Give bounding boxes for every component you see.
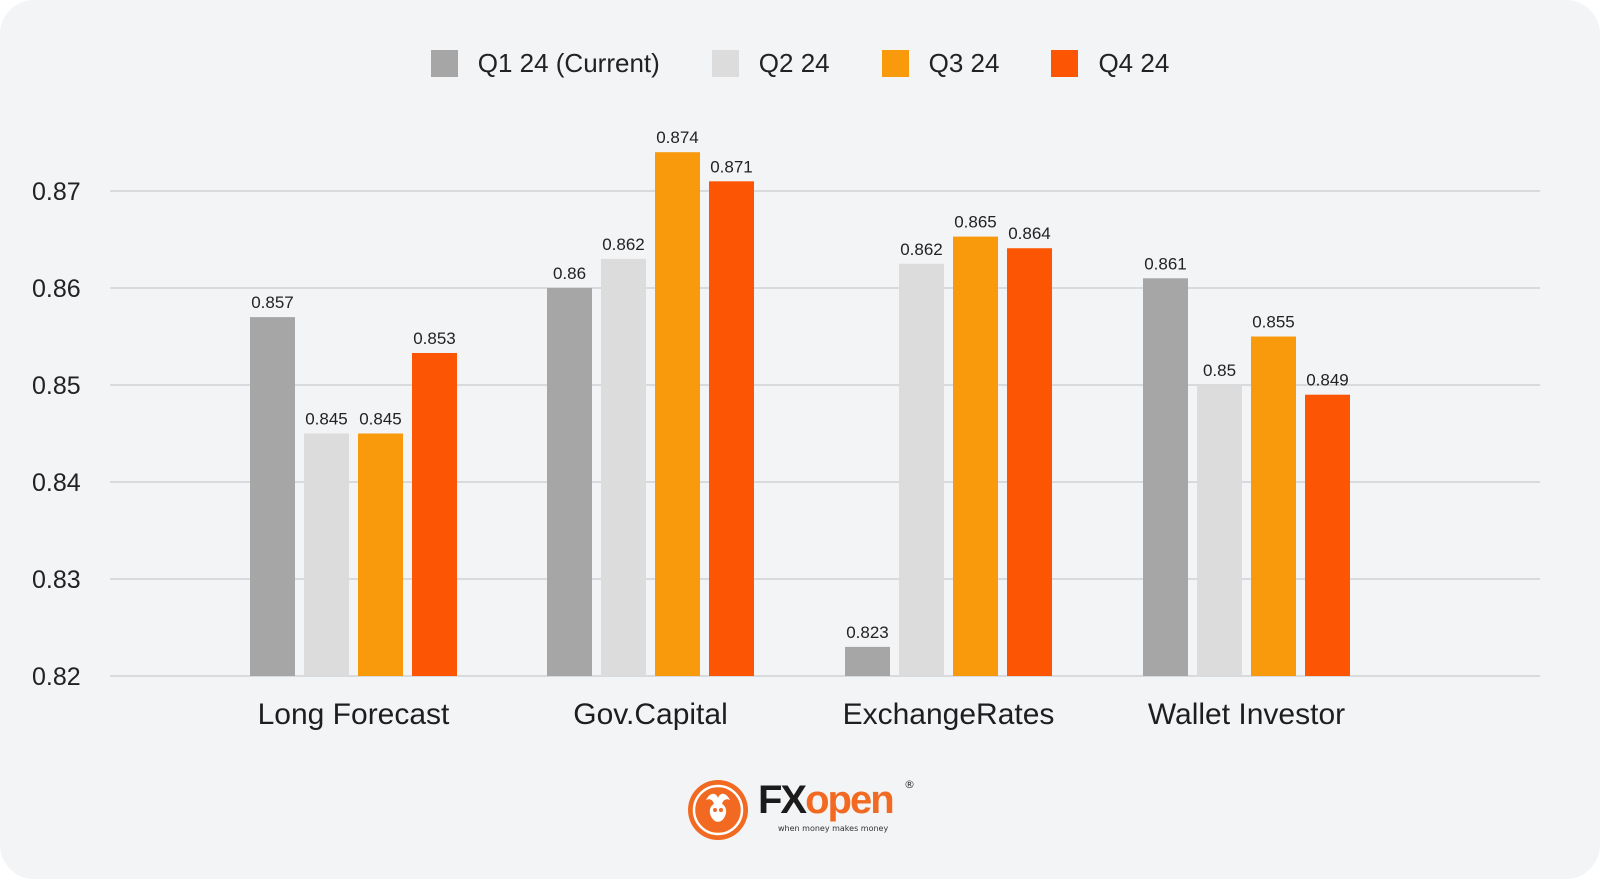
data-label: 0.861	[1144, 254, 1187, 273]
y-tick-label: 0.84	[32, 469, 81, 497]
bar-layer	[250, 152, 1350, 677]
legend-swatch-q3	[881, 49, 909, 77]
bar	[358, 433, 403, 676]
bar	[1305, 394, 1350, 676]
bar	[1251, 336, 1296, 676]
legend-item-q2: Q2 24	[711, 47, 830, 79]
logo-fx-text: FX	[758, 778, 807, 822]
y-tick-label: 0.82	[32, 663, 81, 691]
data-label: 0.862	[900, 240, 943, 259]
registered-mark: ®	[904, 778, 915, 791]
y-tick-label: 0.83	[32, 566, 81, 594]
data-label: 0.85	[1203, 361, 1236, 380]
data-label: 0.86	[553, 264, 586, 283]
bar	[304, 433, 349, 676]
bar	[547, 288, 592, 676]
legend-item-q4: Q4 24	[1051, 48, 1169, 79]
legend-label-q1: Q1 24 (Current)	[477, 47, 660, 78]
data-label: 0.862	[602, 235, 645, 254]
x-category-label: ExchangeRates	[843, 698, 1055, 731]
bar	[1007, 248, 1052, 677]
y-tick-label: 0.86	[32, 275, 81, 303]
legend-label-q2: Q2 24	[758, 47, 830, 78]
x-category-label: Gov.Capital	[573, 698, 728, 731]
bar	[1197, 385, 1242, 676]
bull-emblem-icon	[688, 780, 748, 840]
label-layer: 0.82 0.83 0.84 0.85 0.86 0.87 0.857 0.86 0.823 0.…	[32, 128, 1349, 731]
bar	[899, 263, 944, 676]
data-label: 0.865	[954, 213, 997, 232]
bar	[953, 236, 998, 676]
logo-open-text: open	[805, 778, 895, 822]
fxopen-logo: FXopen ® when money makes money	[686, 776, 926, 846]
legend-label-q3: Q3 24	[928, 47, 1000, 78]
legend-item-q3: Q3 24	[881, 47, 1000, 79]
data-label: 0.849	[1306, 371, 1349, 390]
x-category-label: Long Forecast	[258, 698, 450, 731]
data-label: 0.857	[251, 293, 294, 312]
legend: Q1 24 (Current) Q2 24 Q3 24 Q4 24	[0, 45, 1600, 81]
legend-label-q4: Q4 24	[1098, 47, 1170, 78]
data-label: 0.853	[413, 329, 456, 348]
data-label: 0.845	[305, 410, 348, 429]
y-tick-label: 0.85	[32, 372, 81, 400]
data-label: 0.855	[1252, 313, 1295, 332]
bar	[655, 152, 700, 676]
bar	[1143, 278, 1188, 676]
logo-wordmark: FXopen	[758, 778, 895, 823]
legend-swatch-q1	[430, 49, 458, 77]
logo-tagline: when money makes money	[778, 824, 889, 833]
x-category-label: Wallet Investor	[1148, 698, 1345, 731]
legend-swatch-q4	[1051, 49, 1079, 77]
data-label: 0.823	[846, 623, 889, 642]
data-label: 0.845	[359, 410, 402, 429]
bar	[250, 317, 295, 676]
legend-swatch-q2	[711, 49, 739, 77]
data-label: 0.864	[1008, 224, 1051, 243]
y-tick-label: 0.87	[32, 178, 81, 206]
bar	[601, 258, 646, 676]
bar	[709, 181, 754, 677]
legend-item-q1: Q1 24 (Current)	[430, 47, 660, 79]
bar	[412, 352, 457, 676]
bar	[845, 646, 890, 676]
data-label: 0.874	[656, 128, 699, 147]
data-label: 0.871	[710, 157, 753, 176]
